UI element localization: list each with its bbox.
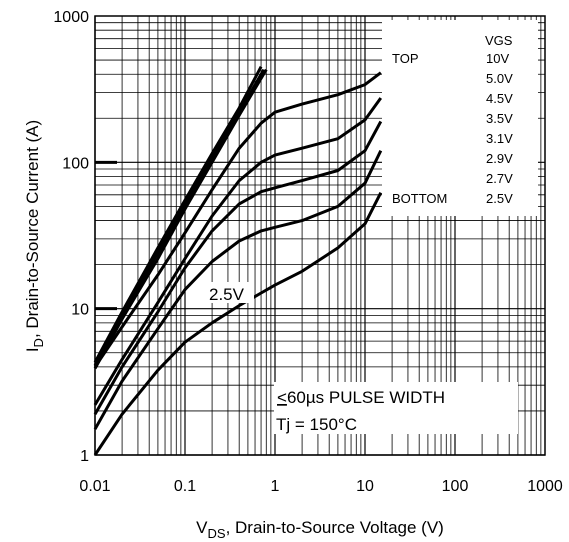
legend-top-word: TOP	[392, 51, 419, 66]
legend-entry: 3.5V	[486, 111, 513, 126]
y-axis-label-rest: , Drain-to-Source Current (A)	[23, 120, 42, 338]
legend-entry: 2.7V	[486, 171, 513, 186]
y-tick-label: 1	[80, 448, 89, 465]
tick-labels: 0.01 0.1 1 10 100 1000 1 10 100 1000	[53, 9, 562, 495]
x-axis-label-main: V	[196, 518, 208, 537]
curves	[93, 65, 383, 456]
legend-entry: 10V	[486, 51, 509, 66]
legend-bottom-word: BOTTOM	[392, 191, 447, 206]
series-line	[93, 65, 263, 364]
curve-label-background	[208, 282, 254, 303]
legend-entry: 2.9V	[486, 151, 513, 166]
y-axis-label: ID, Drain-to-Source Current (A)	[23, 120, 46, 352]
curve-label-2-5v: 2.5V	[209, 285, 245, 304]
legend-entry: 3.1V	[486, 131, 513, 146]
annotation-background	[274, 382, 518, 434]
legend-entries: 10V 5.0V 4.5V 3.5V 3.1V 2.9V 2.7V 2.5V	[486, 51, 513, 206]
pulse-text: 60µs PULSE WIDTH	[287, 388, 445, 407]
y-axis-label-sub: D	[31, 338, 46, 347]
x-tick-label: 0.01	[79, 478, 110, 495]
series-line	[93, 68, 268, 370]
series-line	[93, 68, 266, 367]
axis-frame	[94, 15, 546, 456]
legend-entry: 5.0V	[486, 71, 513, 86]
x-axis-label: VDS, Drain-to-Source Voltage (V)	[196, 518, 444, 541]
x-tick-label: 10	[356, 478, 374, 495]
y-axis-label-main: I	[23, 347, 42, 352]
y-tick-label: 1000	[53, 9, 89, 26]
x-tick-label: 1	[271, 478, 280, 495]
x-axis-label-rest: , Drain-to-Source Voltage (V)	[226, 518, 444, 537]
x-tick-label: 1000	[527, 478, 563, 495]
plot-border	[94, 15, 546, 456]
legend-entry: 2.5V	[486, 191, 513, 206]
legend-header: VGS	[485, 33, 513, 48]
y-tick-label: 10	[71, 302, 89, 319]
series-line	[93, 71, 382, 368]
pulse-width-note: <60µs PULSE WIDTH	[277, 388, 445, 407]
junction-temperature-note: Tj = 150°C	[276, 415, 357, 434]
legend-entry: 4.5V	[486, 91, 513, 106]
series-line	[93, 120, 383, 415]
x-axis-label-sub: DS	[208, 526, 226, 541]
x-tick-label: 0.1	[174, 478, 196, 495]
pulse-prefix: <	[277, 388, 287, 407]
legend-background	[382, 20, 538, 216]
series-line	[93, 97, 383, 406]
x-tick-label: 100	[442, 478, 469, 495]
series-line	[93, 150, 383, 430]
y-tick-label: 100	[62, 155, 89, 172]
